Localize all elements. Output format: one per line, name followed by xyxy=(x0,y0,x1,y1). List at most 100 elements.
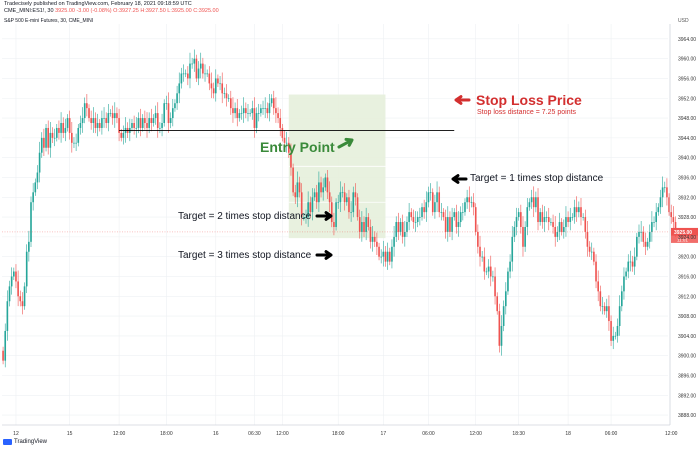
candle-body xyxy=(195,58,198,79)
candle-body xyxy=(298,182,301,193)
candle-body xyxy=(395,222,398,237)
candle-body xyxy=(275,108,277,114)
candle-body xyxy=(429,192,432,194)
candle-body xyxy=(485,271,488,273)
candle-body xyxy=(266,108,269,114)
candle-body xyxy=(449,217,451,232)
candle-body xyxy=(135,127,138,129)
candle-body xyxy=(567,217,569,223)
candle-body xyxy=(217,78,219,84)
candle-body xyxy=(156,113,159,128)
candle-body xyxy=(584,217,587,232)
candle-body xyxy=(492,276,494,278)
candle-body xyxy=(53,137,56,139)
candle-body xyxy=(232,108,234,114)
candle-body xyxy=(150,118,153,124)
candle-body xyxy=(616,325,619,336)
price-tick-label: 3920.00 xyxy=(678,255,696,261)
instrument-title: S&P 500 E-mini Futures, 30, CME_MINI xyxy=(4,18,94,24)
countdown-tag xyxy=(671,235,698,243)
candle-body xyxy=(330,202,333,223)
candle-body xyxy=(397,222,400,232)
candle-body xyxy=(116,113,118,119)
candle-body xyxy=(38,152,41,173)
time-tick-label: 12:00 xyxy=(469,431,482,437)
candle-body xyxy=(408,212,410,223)
time-tick-label: 17 xyxy=(381,431,387,437)
candle-body xyxy=(107,113,110,124)
target-2-arrow-icon xyxy=(315,211,333,221)
candle-body xyxy=(522,226,524,247)
candle-body xyxy=(636,236,638,257)
candle-body xyxy=(137,118,140,128)
candle-body xyxy=(182,73,185,75)
candle-body xyxy=(292,167,294,193)
candle-body xyxy=(496,296,499,312)
time-tick-label: 18 xyxy=(565,431,571,437)
candle-body xyxy=(382,251,385,257)
candle-body xyxy=(425,202,428,213)
price-tick-label: 3900.00 xyxy=(678,354,696,360)
candle-body xyxy=(528,202,531,208)
candle-body xyxy=(144,118,146,124)
candle-body xyxy=(560,222,563,232)
candle-body xyxy=(358,217,361,232)
candle-body xyxy=(105,118,108,124)
candle-body xyxy=(642,231,645,242)
arrow-head xyxy=(454,95,463,105)
candle-body xyxy=(404,231,406,237)
candle-body xyxy=(511,236,514,262)
candle-body xyxy=(141,118,144,128)
candle-body xyxy=(303,217,305,218)
target-1-arrow-icon xyxy=(451,174,468,184)
candle-body xyxy=(470,202,473,203)
candle-body xyxy=(167,103,170,124)
candle-body xyxy=(176,93,178,104)
candle-body xyxy=(421,207,423,218)
candle-body xyxy=(43,137,45,148)
candle-body xyxy=(163,103,166,124)
candle-body xyxy=(15,271,17,282)
candle-body xyxy=(479,246,481,257)
price-tick-label: 3892.00 xyxy=(678,393,696,399)
candle-body xyxy=(75,142,77,144)
candle-body xyxy=(543,217,546,223)
candle-body xyxy=(238,113,241,119)
candle-body xyxy=(2,350,4,361)
candle-body xyxy=(109,113,112,114)
candle-body xyxy=(393,236,395,247)
candle-body xyxy=(578,207,580,213)
candle-body xyxy=(264,108,266,109)
candle-body xyxy=(412,217,415,223)
candle-body xyxy=(350,212,352,213)
candle-body xyxy=(245,108,247,114)
price-tick-label: 3896.00 xyxy=(678,373,696,379)
candle-body xyxy=(434,202,436,213)
candle-body xyxy=(73,142,75,144)
candle-body xyxy=(94,118,97,128)
candle-body xyxy=(457,222,460,227)
price-tick-label: 3916.00 xyxy=(678,274,696,280)
candle-body xyxy=(558,222,561,232)
candle-body xyxy=(388,251,391,262)
candle-body xyxy=(670,212,673,218)
candle-body xyxy=(629,261,632,263)
candle-body xyxy=(371,236,374,242)
candle-body xyxy=(580,207,582,218)
candle-body xyxy=(66,118,69,128)
candle-body xyxy=(562,226,565,232)
price-tick-label: 3948.00 xyxy=(678,116,696,122)
candle-body xyxy=(386,251,389,262)
candle-body xyxy=(296,182,299,198)
candle-body xyxy=(648,231,651,242)
candle-body xyxy=(532,197,535,208)
candle-body xyxy=(279,118,282,128)
target-3-arrow-icon xyxy=(315,250,333,260)
candle-body xyxy=(489,266,492,277)
candle-body xyxy=(455,212,458,227)
candle-body xyxy=(324,177,327,188)
candle-body xyxy=(466,197,468,203)
candle-body xyxy=(380,256,383,258)
candle-body xyxy=(236,108,239,119)
candle-body xyxy=(214,78,217,94)
